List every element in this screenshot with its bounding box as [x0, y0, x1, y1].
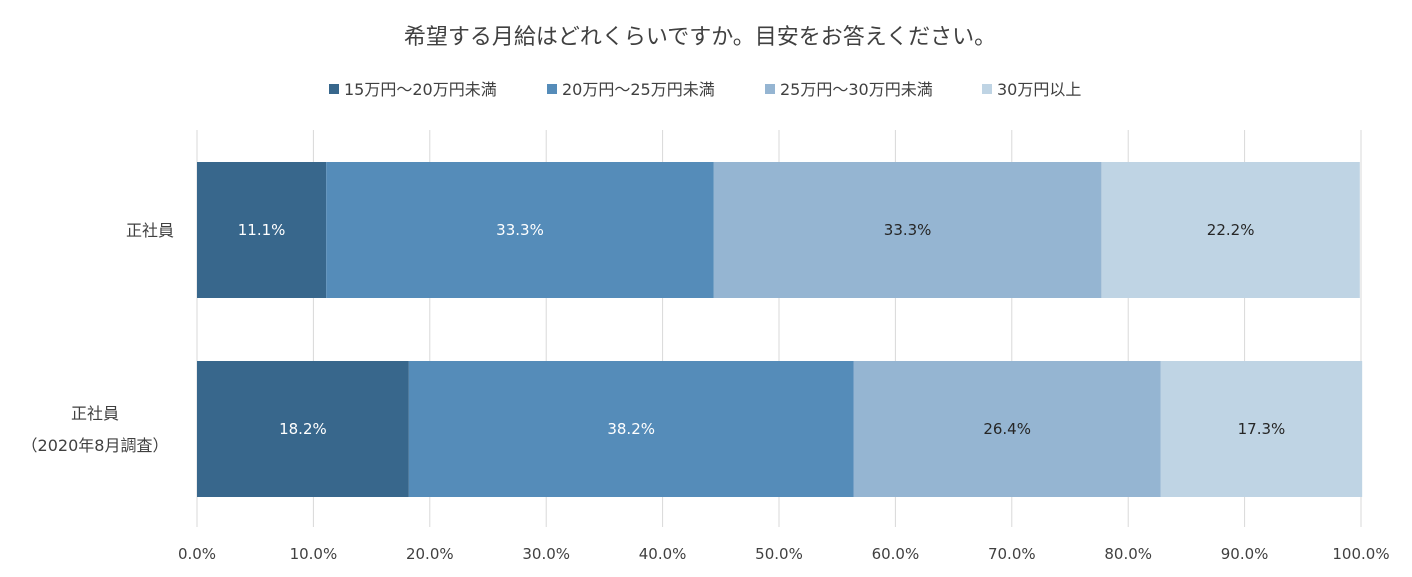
data-label: 18.2%: [279, 420, 327, 438]
legend-swatch: [547, 84, 557, 94]
legend: 15万円〜20万円未満 20万円〜25万円未満 25万円〜30万円未満 30万円以上: [329, 80, 1081, 99]
x-tick-label: 30.0%: [522, 545, 570, 563]
bar-segment: [1101, 162, 1360, 298]
legend-label: 25万円〜30万円未満: [780, 80, 933, 99]
x-tick-label: 80.0%: [1104, 545, 1152, 563]
bars: 11.1% 33.3% 33.3% 22.2% 18.2% 38.2% 26.4% 17.3%: [197, 162, 1363, 497]
bar-segment: [197, 361, 409, 497]
chart-title: 希望する月給はどれくらいですか。目安をお答えください。: [404, 25, 996, 50]
x-tick-label: 70.0%: [988, 545, 1036, 563]
bar-segment: [853, 361, 1161, 497]
bar-segment: [1160, 361, 1363, 497]
data-label: 22.2%: [1207, 221, 1255, 239]
x-tick-label: 100.0%: [1332, 545, 1389, 563]
legend-label: 15万円〜20万円未満: [344, 80, 497, 99]
x-tick-label: 60.0%: [872, 545, 920, 563]
category-label: 正社員: [126, 221, 174, 240]
bar-segment: [713, 162, 1102, 298]
data-label: 33.3%: [884, 221, 932, 239]
data-label: 26.4%: [983, 420, 1031, 438]
legend-label: 30万円以上: [997, 80, 1081, 99]
category-label: 正社員: [71, 404, 119, 423]
x-tick-label: 50.0%: [755, 545, 803, 563]
data-label: 11.1%: [238, 221, 286, 239]
legend-swatch: [765, 84, 775, 94]
x-tick-label: 10.0%: [290, 545, 338, 563]
bar-segment: [408, 361, 854, 497]
legend-swatch: [982, 84, 992, 94]
x-tick-label: 0.0%: [178, 545, 216, 563]
x-tick-label: 20.0%: [406, 545, 454, 563]
x-axis-ticks: 0.0% 10.0% 20.0% 30.0% 40.0% 50.0% 60.0% 70.0% 8…: [178, 545, 1390, 563]
bar-segment: [197, 162, 327, 298]
bar-segment: [326, 162, 714, 298]
x-tick-label: 90.0%: [1221, 545, 1269, 563]
legend-label: 20万円〜25万円未満: [562, 80, 715, 99]
data-label: 38.2%: [607, 420, 655, 438]
x-tick-label: 40.0%: [639, 545, 687, 563]
category-label: （2020年8月調査）: [22, 436, 169, 455]
legend-swatch: [329, 84, 339, 94]
data-label: 17.3%: [1238, 420, 1286, 438]
data-label: 33.3%: [496, 221, 544, 239]
